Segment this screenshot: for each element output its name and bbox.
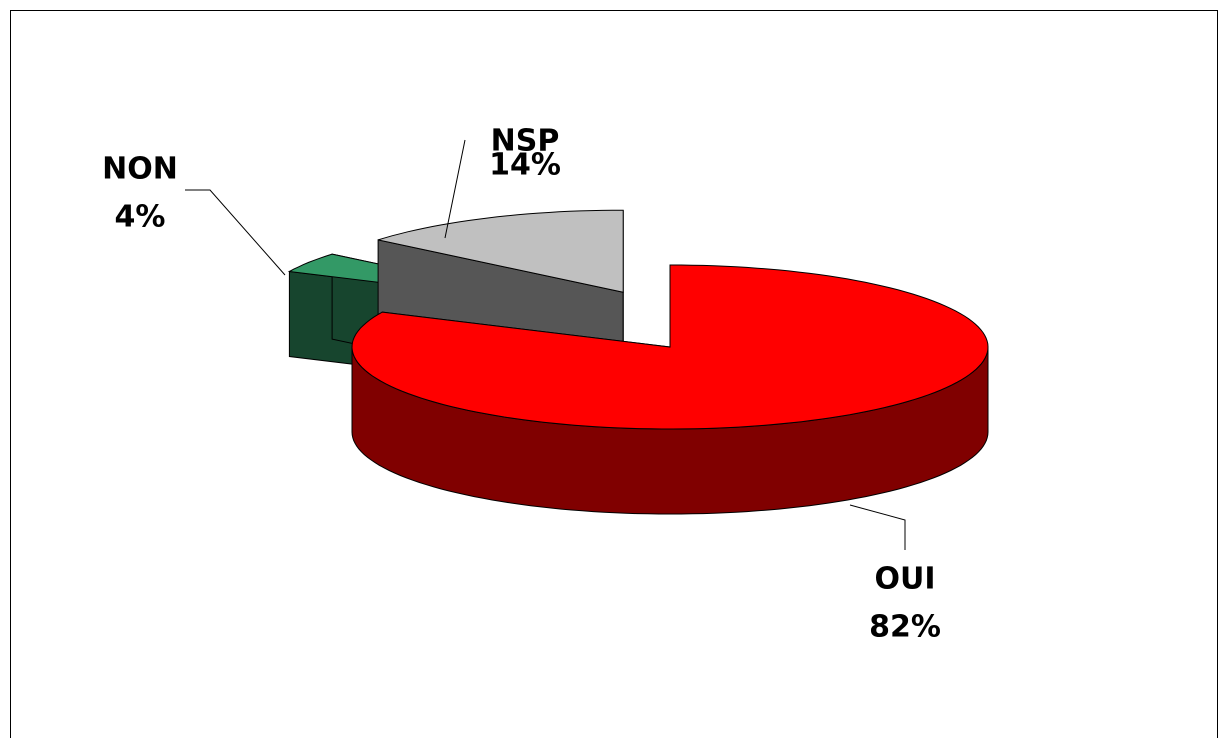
leader-line xyxy=(185,189,286,276)
slice-value-label: 14% xyxy=(489,148,561,183)
leader-line xyxy=(849,504,906,550)
slice xyxy=(377,209,624,293)
slice-value-label: 4% xyxy=(115,200,166,235)
slice-label: NSP xyxy=(491,124,560,159)
leader-line xyxy=(444,139,466,239)
slice-value-label: 82% xyxy=(869,610,941,645)
pie xyxy=(287,209,989,515)
slice-label: NON xyxy=(102,152,178,187)
slice xyxy=(351,264,989,430)
slice-label: OUI xyxy=(874,562,935,597)
